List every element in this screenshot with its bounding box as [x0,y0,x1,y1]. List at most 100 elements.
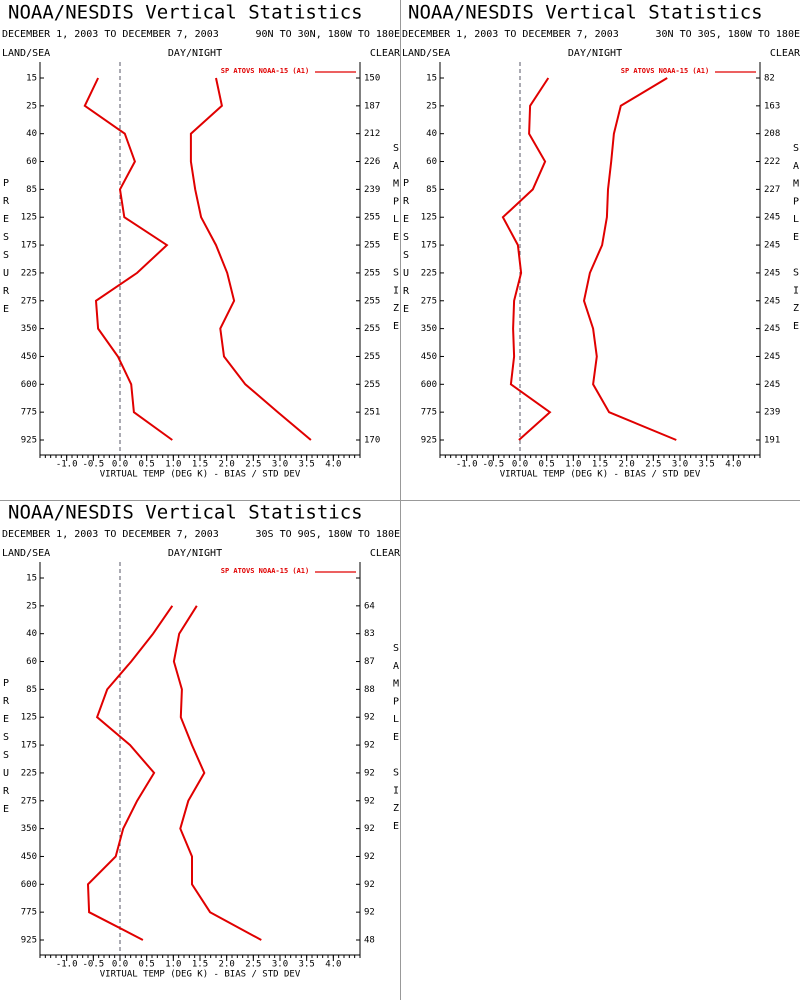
sample-size-label: 255 [364,296,380,306]
y-tick-label: 15 [26,574,37,584]
y-tick-label: 275 [21,296,37,306]
region: 30S TO 90S, 180W TO 180E [256,529,401,540]
y-tick-label: 60 [26,657,37,667]
x-tick-label: 0.0 [512,460,528,470]
x-tick-label: 4.0 [325,460,341,470]
y-tick-label: 600 [21,880,37,890]
y-tick-label: 175 [421,241,437,251]
x-tick-label: -0.5 [82,960,104,970]
x-tick-label: -1.0 [56,960,78,970]
x-axis-label: VIRTUAL TEMP (DEG K) - BIAS / STD DEV [100,470,301,480]
sample-size-label: 191 [764,436,780,446]
y-tick-label: 40 [426,129,437,139]
sample-size-label: 163 [764,101,780,111]
y-tick-label: 275 [21,796,37,806]
x-tick-label: 3.0 [272,460,288,470]
sample-size-label: 245 [764,241,780,251]
header: CLEAR [370,48,401,59]
sample-size-label: 82 [764,74,775,84]
x-tick-label: 4.0 [725,460,741,470]
panel: NOAA/NESDIS Vertical Statistics DECEMBER … [402,2,800,480]
y-tick-label: 25 [26,601,37,611]
x-tick-label: -0.5 [82,460,104,470]
y-tick-label: 450 [21,852,37,862]
sample-size-label: 245 [764,213,780,223]
sample-size-label: 255 [364,352,380,362]
sample-size-label: 255 [364,324,380,334]
sample-size-label: 251 [364,408,380,418]
series-line [172,605,262,941]
y-tick-label: 600 [21,380,37,390]
chart-title: NOAA/NESDIS Vertical Statistics [8,502,363,524]
x-tick-label: 4.0 [325,960,341,970]
y-tick-label: 40 [26,629,37,639]
legend-label: SP ATOVS NOAA-15 (A1) [221,67,310,75]
y-tick-label: 125 [421,213,437,223]
header: CLEAR [370,548,401,559]
sample-size-label: 255 [364,241,380,251]
y-tick-label: 775 [21,908,37,918]
x-tick-label: 0.5 [139,460,155,470]
header: LAND/SEA [402,48,450,59]
y-tick-label: 125 [21,213,37,223]
y-tick-label: 15 [426,74,437,84]
x-tick-label: 3.5 [299,960,315,970]
subtitle: DECEMBER 1, 2003 TO DECEMBER 7, 2003 [2,29,219,40]
x-tick-label: 1.5 [192,460,208,470]
x-tick-label: -0.5 [482,460,504,470]
header: CLEAR [770,48,800,59]
series-line [582,77,677,441]
x-tick-label: 2.0 [219,960,235,970]
y-tick-label: 15 [26,74,37,84]
series-line [501,77,552,441]
sample-size-label: 187 [364,101,380,111]
sample-size-label: 245 [764,324,780,334]
y-tick-label: 225 [21,268,37,278]
y-tick-label: 450 [21,352,37,362]
sample-size-label: 92 [364,796,375,806]
sample-size-label: 255 [364,380,380,390]
y-tick-label: 25 [26,101,37,111]
y-tick-label: 225 [21,768,37,778]
region: 90N TO 30N, 180W TO 180E [256,29,401,40]
x-tick-label: 0.5 [539,460,555,470]
y-tick-label: 85 [426,185,437,195]
x-tick-label: 3.5 [699,460,715,470]
chart-title: NOAA/NESDIS Vertical Statistics [8,2,363,24]
sample-size-label: 92 [364,880,375,890]
header: DAY/NIGHT [568,48,622,59]
y-tick-label: 60 [26,157,37,167]
x-tick-label: 1.5 [192,960,208,970]
y-tick-label: 85 [26,185,37,195]
y-tick-label: 775 [421,408,437,418]
sample-size-label: 226 [364,157,380,167]
sample-size-label: 92 [364,713,375,723]
series-line [86,605,174,941]
sample-size-label: 245 [764,268,780,278]
y-tick-label: 925 [21,936,37,946]
y-tick-label: 925 [421,436,437,446]
y-tick-label: 175 [21,741,37,751]
x-tick-label: 3.0 [672,460,688,470]
x-tick-label: 0.0 [112,960,128,970]
sample-size-label: 64 [364,601,375,611]
x-tick-label: 3.5 [299,460,315,470]
panel: NOAA/NESDIS Vertical Statistics DECEMBER … [2,2,401,480]
sample-size-label: 245 [764,296,780,306]
sample-size-label: 255 [364,213,380,223]
y-tick-label: 350 [21,324,37,334]
x-tick-label: 3.0 [272,960,288,970]
x-tick-label: 2.5 [245,960,261,970]
axis-frame [39,62,361,456]
sample-size-label: 222 [764,157,780,167]
x-tick-label: 1.0 [165,460,181,470]
header: DAY/NIGHT [168,548,222,559]
y-tick-label: 125 [21,713,37,723]
x-tick-label: 2.0 [219,460,235,470]
y-tick-label: 600 [421,380,437,390]
legend-label: SP ATOVS NOAA-15 (A1) [621,67,710,75]
